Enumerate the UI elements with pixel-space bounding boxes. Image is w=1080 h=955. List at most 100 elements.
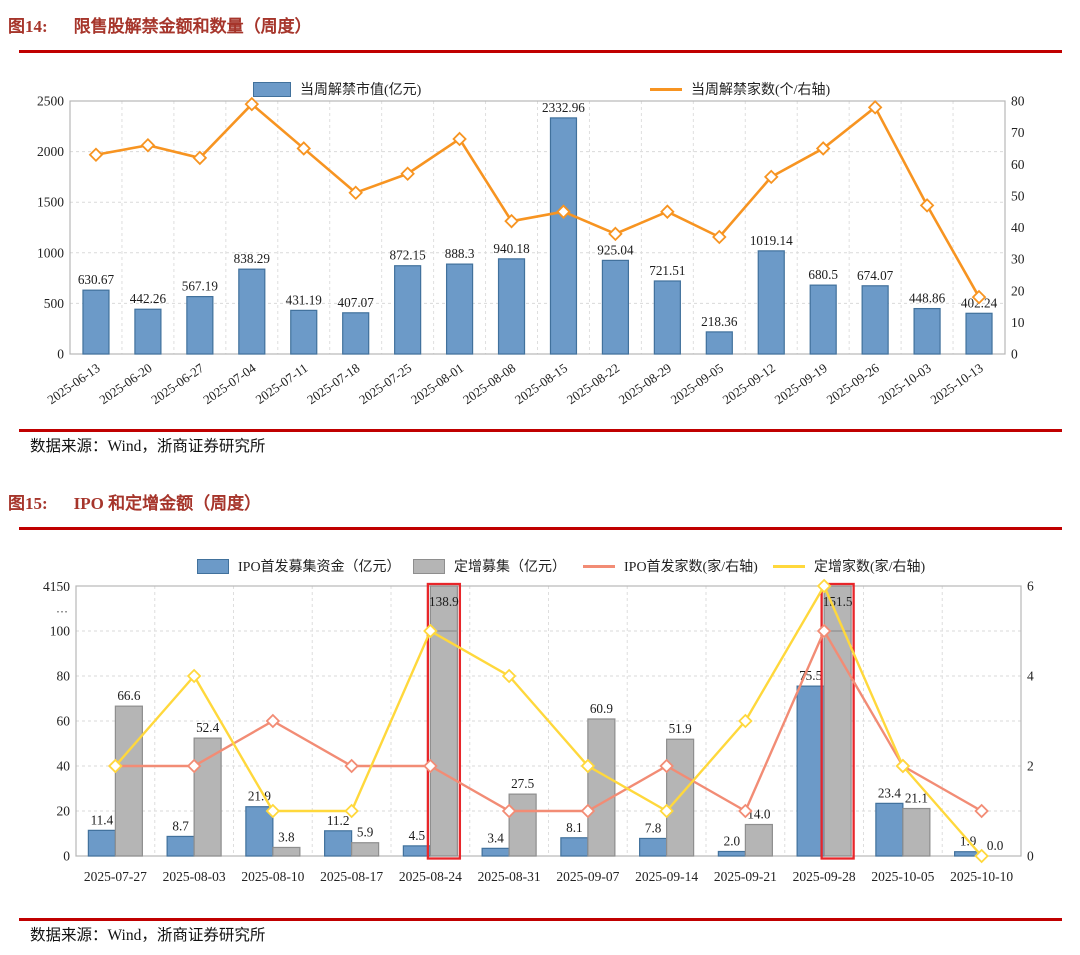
line-marker	[423, 758, 438, 774]
figure14-legend-line: 当周解禁家数(个/右轴)	[650, 79, 830, 99]
line-marker	[192, 150, 208, 166]
bar-value-label: 925.04	[597, 242, 634, 257]
right-axis-tick: 50	[1011, 188, 1025, 203]
figure14-legend-bar: 当周解禁市值(亿元)	[253, 79, 421, 99]
bar-value-label: 60.9	[590, 701, 613, 716]
right-axis-tick: 0	[1011, 347, 1018, 362]
bar-value-label: 680.5	[808, 267, 838, 282]
line-marker	[265, 713, 281, 729]
bar	[757, 250, 785, 355]
left-axis-tick: 20	[57, 804, 71, 819]
bar-value-label: 27.5	[511, 776, 534, 791]
right-axis-tick: 80	[1011, 94, 1025, 109]
bar	[342, 312, 370, 355]
legend-swatch-yellow-line	[773, 564, 805, 568]
bar	[238, 268, 266, 355]
left-axis-tick: 500	[44, 296, 65, 311]
bar	[134, 308, 162, 355]
left-axis-tick: 1000	[37, 245, 64, 260]
x-axis-label: 2025-07-18	[304, 360, 362, 407]
x-axis-label: 2025-08-03	[163, 869, 226, 884]
right-axis-tick: 2	[1027, 759, 1034, 774]
bar	[965, 312, 993, 355]
line-marker	[140, 138, 156, 153]
x-axis-label: 2025-09-12	[720, 360, 778, 407]
bar-value-label: 8.7	[172, 818, 189, 833]
x-axis-label: 2025-06-13	[44, 360, 102, 407]
x-axis-label: 2025-06-27	[148, 360, 207, 407]
x-axis-label: 2025-08-08	[460, 360, 518, 407]
right-axis-tick: 0	[1027, 849, 1034, 864]
bar-value-label: 0.0	[987, 838, 1004, 853]
figure15-legend-ipo-bar: IPO首发募集资金（亿元）	[197, 556, 401, 576]
bar	[601, 259, 630, 355]
figure15-bottom-rule	[19, 918, 1062, 921]
bar	[549, 117, 578, 355]
bar	[166, 835, 195, 857]
bar-value-label: 448.86	[909, 291, 946, 306]
bar-value-label: 4.5	[409, 828, 426, 843]
bar	[324, 830, 353, 857]
bar-value-label: 8.1	[566, 820, 582, 835]
line-marker	[186, 758, 202, 774]
bar-value-label: 721.51	[649, 263, 685, 278]
bar	[429, 585, 458, 857]
x-axis-label: 2025-08-29	[616, 360, 674, 407]
bar	[796, 685, 825, 857]
x-axis-label: 2025-08-17	[320, 869, 383, 884]
legend-swatch-orange-line	[650, 87, 682, 91]
figure15-chart: 11.4 8.721.911.24.5 3.48.1 7.82.075.523.41.…	[43, 579, 1034, 885]
legend-swatch-gray-bar	[413, 558, 445, 574]
right-axis-tick: 4	[1027, 669, 1034, 684]
line-marker	[423, 623, 438, 639]
x-axis-label: 2025-09-14	[635, 869, 698, 884]
left-axis-tick: 60	[57, 714, 71, 729]
bar-value-label: 218.36	[701, 314, 738, 329]
left-axis-tick: 2500	[37, 94, 64, 109]
legend-swatch-blue-bar	[197, 558, 229, 574]
left-axis-tick: 2000	[37, 144, 64, 159]
x-axis-label: 2025-10-13	[927, 360, 985, 407]
legend-label: 当周解禁市值(亿元)	[300, 83, 422, 98]
figure14-source: 数据来源：Wind，浙商证券研究所	[30, 438, 266, 455]
figure15-legend-dingzeng-line: 定增家数(家/右轴)	[773, 556, 925, 576]
highlight-box	[820, 582, 855, 860]
line-marker	[660, 204, 675, 219]
line-marker	[296, 141, 312, 156]
figure15-source: 数据来源：Wind，浙商证券研究所	[30, 927, 266, 944]
data-line	[114, 584, 983, 858]
legend-label: IPO首发家数(家/右轴)	[624, 560, 758, 575]
x-axis-label: 2025-08-15	[512, 360, 570, 407]
bar	[186, 296, 214, 355]
bar-value-label: 11.4	[91, 812, 114, 827]
figure14-title-rule	[19, 50, 1062, 53]
x-axis-label: 2025-07-11	[253, 360, 311, 407]
bar	[508, 793, 537, 857]
x-axis-label: 2025-08-22	[564, 360, 622, 407]
line-marker	[186, 668, 202, 684]
right-axis-tick: 30	[1011, 252, 1025, 267]
left-axis-tick: 100	[50, 624, 71, 639]
right-axis-tick: 6	[1027, 579, 1034, 594]
x-axis-label: 2025-08-01	[408, 360, 466, 407]
line-marker	[816, 623, 832, 639]
left-axis-tick: 1500	[37, 195, 64, 210]
legend-swatch-blue-bar	[253, 81, 291, 97]
x-axis-label: 2025-09-07	[556, 869, 619, 884]
bar	[290, 309, 318, 355]
x-axis-label: 2025-09-28	[793, 869, 856, 884]
left-axis-tick: 0	[57, 347, 64, 362]
bar	[705, 331, 733, 355]
figure14-label: 图14:	[8, 17, 48, 36]
bar	[351, 842, 380, 857]
line-marker	[815, 141, 831, 156]
line-marker	[971, 289, 987, 305]
bar	[402, 845, 431, 857]
line-marker	[348, 185, 363, 200]
line-marker	[452, 131, 467, 147]
line-marker	[712, 229, 727, 245]
line-marker	[738, 713, 753, 729]
right-axis-tick: 40	[1011, 220, 1025, 235]
bar-value-label: 3.4	[487, 830, 504, 845]
